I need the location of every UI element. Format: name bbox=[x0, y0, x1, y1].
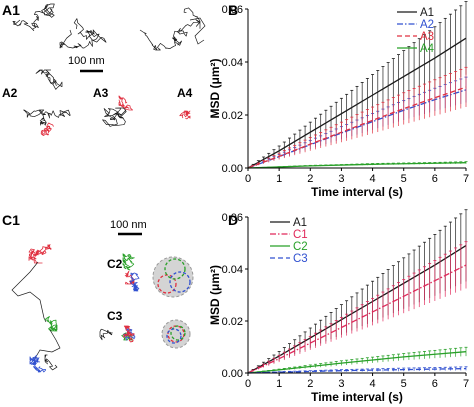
confined-zone-c1-red bbox=[28, 244, 52, 264]
confined-segment-a4 bbox=[179, 110, 191, 120]
trajectory-c3 bbox=[99, 328, 113, 341]
y-axis-label: MSD (μm²) bbox=[208, 58, 222, 118]
x-axis-label: Time interval (s) bbox=[311, 390, 403, 404]
y-tick-label: 0.02 bbox=[222, 110, 243, 122]
panel-label-a3: A3 bbox=[93, 86, 109, 100]
y-tick-label: 0.02 bbox=[222, 316, 243, 328]
panel-label-b: B bbox=[228, 2, 238, 18]
y-tick-label: 0.04 bbox=[222, 264, 243, 276]
legend-label-a2: A2 bbox=[420, 19, 434, 31]
trajectory-a1 bbox=[139, 7, 201, 51]
y-tick-label: 0.00 bbox=[222, 163, 243, 175]
x-tick-label: 6 bbox=[432, 378, 438, 390]
x-tick-label: 3 bbox=[338, 173, 344, 185]
x-tick-label: 7 bbox=[463, 173, 469, 185]
x-tick-label: 5 bbox=[401, 173, 407, 185]
legend-label-c3: C3 bbox=[293, 253, 308, 265]
confined-zone-c3-red bbox=[123, 325, 135, 343]
y-tick-label: 0.06 bbox=[222, 4, 243, 16]
confined-segment-a3 bbox=[118, 95, 134, 111]
series-line-c2 bbox=[247, 351, 467, 374]
panel-label-d: D bbox=[228, 212, 238, 228]
trajectory-a2 bbox=[35, 69, 63, 90]
legend-label-c1: C1 bbox=[293, 229, 308, 241]
x-tick-label: 1 bbox=[276, 173, 282, 185]
panel-label-c1: C1 bbox=[2, 212, 20, 228]
panel-label-c3: C3 bbox=[107, 309, 123, 323]
confined-zone-c1-green bbox=[44, 316, 58, 332]
trajectory-a1 bbox=[12, 3, 55, 31]
x-tick-label: 2 bbox=[307, 173, 313, 185]
panel-label-a4: A4 bbox=[177, 86, 193, 100]
confined-zone-c2-blue bbox=[129, 272, 140, 292]
legend-label-a4: A4 bbox=[420, 43, 435, 55]
confined-zone-c3-green bbox=[121, 332, 133, 341]
trajectory-a1 bbox=[59, 18, 107, 49]
confined-zone-c1-blue bbox=[29, 354, 46, 373]
y-axis-label: MSD (μm²) bbox=[208, 265, 222, 325]
legend-label-a1: A1 bbox=[293, 217, 307, 229]
confinement-diagram-c3 bbox=[161, 319, 191, 349]
legend-label-a3: A3 bbox=[420, 31, 434, 43]
y-tick-label: 0.06 bbox=[222, 212, 243, 224]
x-tick-label: 5 bbox=[401, 378, 407, 390]
x-tick-label: 4 bbox=[370, 378, 376, 390]
series-line-c1 bbox=[247, 264, 467, 374]
trajectories-a bbox=[12, 3, 206, 137]
confinement-diagram-c2 bbox=[152, 256, 194, 298]
legend-label-c2: C2 bbox=[293, 241, 308, 253]
series-line-a1 bbox=[247, 37, 467, 169]
series-c3 bbox=[247, 366, 468, 374]
x-tick-label: 1 bbox=[276, 378, 282, 390]
confined-zone-c3-blue bbox=[123, 328, 136, 341]
trajectory-c1 bbox=[44, 354, 58, 371]
confined-segment-a2 bbox=[40, 122, 54, 137]
y-tick-label: 0.04 bbox=[222, 57, 243, 69]
trajectories-c bbox=[11, 244, 140, 373]
panel-label-a2: A2 bbox=[2, 86, 18, 100]
confined-zone-c2-green bbox=[122, 253, 135, 271]
series-line-c3 bbox=[247, 367, 467, 374]
series-c1 bbox=[247, 241, 468, 374]
x-tick-label: 7 bbox=[463, 378, 469, 390]
x-tick-label: 2 bbox=[307, 378, 313, 390]
trajectory-a3 bbox=[102, 107, 127, 127]
series-a4 bbox=[247, 161, 468, 169]
y-tick-label: 0.00 bbox=[222, 368, 243, 380]
x-tick-label: 4 bbox=[370, 173, 376, 185]
trajectory-c1 bbox=[33, 329, 61, 361]
legend-label-a1: A1 bbox=[420, 7, 434, 19]
trajectory-a1 bbox=[189, 17, 206, 45]
panel-label-c2: C2 bbox=[107, 257, 123, 271]
x-tick-label: 3 bbox=[338, 378, 344, 390]
series-line-a4 bbox=[247, 162, 467, 169]
trajectory-c1 bbox=[11, 261, 47, 323]
panel-label-a1: A1 bbox=[2, 2, 20, 18]
series-a3 bbox=[247, 66, 468, 169]
scale-bar-c-label: 100 nm bbox=[110, 219, 147, 231]
series-line-a3 bbox=[247, 86, 467, 169]
x-tick-label: 0 bbox=[245, 378, 251, 390]
series-c2 bbox=[247, 346, 468, 374]
trajectory-a2 bbox=[23, 109, 71, 126]
x-tick-label: 6 bbox=[432, 173, 438, 185]
scale-bar-a-label: 100 nm bbox=[68, 55, 105, 67]
x-tick-label: 0 bbox=[245, 173, 251, 185]
x-axis-label: Time interval (s) bbox=[311, 185, 403, 199]
